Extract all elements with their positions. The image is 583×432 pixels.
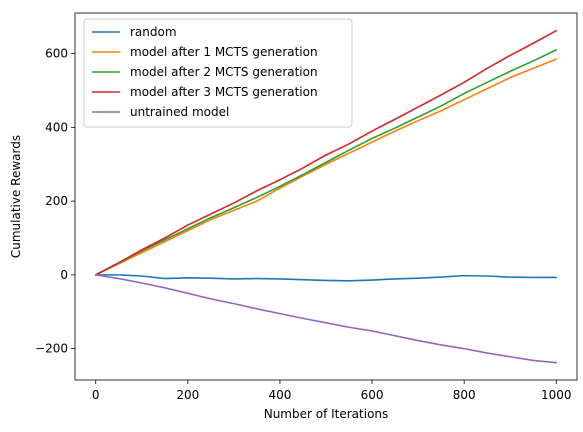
x-tick-label: 600 [361,388,384,402]
series-line-4 [94,274,558,364]
series-line-2 [94,49,558,276]
plot-frame [74,12,578,381]
legend-label: untrained model [130,105,229,119]
x-tick-label: 1000 [541,388,572,402]
x-tick-label: 400 [268,388,291,402]
x-axis-ticks: 0 200 400 600 800 1000 [92,380,572,402]
y-tick-label: 400 [45,120,68,134]
y-tick-label: 600 [45,47,68,61]
y-tick-label: −200 [35,342,68,356]
y-axis-ticks: −200 0 200 400 600 [35,47,75,356]
x-axis-label: Number of Iterations [264,407,389,421]
series-lines [94,29,558,364]
legend: random model after 1 MCTS generation model… [83,18,353,128]
legend-box [83,18,353,128]
legend-label: random [130,25,177,39]
series-line-0 [94,274,558,282]
y-tick-label: 200 [45,194,68,208]
x-tick-label: 0 [92,388,100,402]
legend-label: model after 1 MCTS generation [130,45,318,59]
x-tick-label: 200 [176,388,199,402]
series-line-3 [94,29,558,276]
y-axis-label: Cumulative Rewards [9,135,23,258]
x-tick-label: 800 [453,388,476,402]
series-line-1 [94,58,558,276]
legend-label: model after 3 MCTS generation [130,85,318,99]
legend-label: model after 2 MCTS generation [130,65,318,79]
y-tick-label: 0 [60,268,68,282]
